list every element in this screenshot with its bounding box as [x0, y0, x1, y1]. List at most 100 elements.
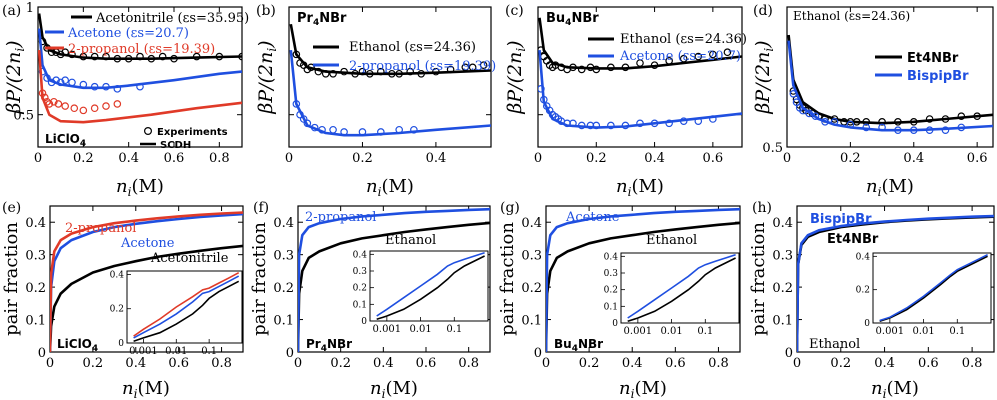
experiment-point: [79, 52, 88, 61]
inset-e: 0.001 0.01 0.1 0 0.2 0.4: [110, 270, 243, 357]
curve-label-ethanol-g: Ethanol: [646, 233, 697, 248]
experiment-point: [56, 50, 65, 59]
experiment-point: [925, 126, 934, 135]
legend-label-ethanol-c: Ethanol (εs=24.36): [620, 32, 747, 47]
experiment-point: [136, 52, 144, 61]
panel-tag-g: (g): [500, 200, 520, 216]
curve-label-bispipbr-h: BispipBr: [810, 212, 872, 227]
x-title-unit: (M): [137, 378, 169, 399]
experiment-point: [310, 123, 319, 132]
y-axis-title-e: pair fraction: [1, 222, 22, 336]
x-tick-label: 0.2: [579, 356, 600, 371]
x-title-sub: i: [382, 387, 386, 400]
x-axis-title-7: ni(M): [871, 378, 919, 400]
inset-frame: [369, 250, 489, 322]
x-title-n: n: [619, 378, 631, 399]
solvent-note-h: Ethanol: [809, 337, 860, 352]
curve-label-acetone-e: Acetone: [120, 236, 175, 251]
x-tick-label: 0.6: [918, 356, 939, 371]
experiment-point: [377, 128, 385, 136]
inset-curve-0: [879, 255, 988, 323]
experiment-point: [894, 118, 902, 126]
inset-curve-0: [627, 257, 736, 323]
experiment-point: [925, 115, 934, 123]
experiment-point: [650, 61, 659, 69]
curve-label-et4nbr-h: Et4NBr: [827, 232, 879, 247]
x-title-sub: i: [628, 185, 632, 199]
experiment-point: [61, 48, 69, 57]
x-tick-label: 0.6: [703, 151, 724, 166]
y-tick-label: 0: [286, 346, 294, 361]
experiment-point: [215, 52, 224, 61]
panel-a: (a) 0 0.2 0.4 0.6 0.8 0.5 1 Acetonitrile (εs=3…: [2, 1, 249, 166]
experiment-point: [395, 69, 403, 78]
experiment-point: [830, 118, 839, 126]
experiment-point: [479, 61, 488, 69]
experiment-point: [61, 102, 69, 110]
inset-x-tick-label: 0.001: [624, 326, 653, 337]
experiment-point: [468, 63, 477, 72]
experiment-point: [318, 125, 326, 134]
theory-curve-f-1: [298, 207, 490, 352]
x-axis-title-3: ni(M): [866, 176, 914, 199]
experiment-point: [40, 93, 49, 102]
x-tick-label: 0: [285, 151, 293, 166]
curve-label-2-propanol-f: 2-propanol: [305, 210, 376, 225]
experiment-point: [292, 50, 301, 59]
x-tick-label: 0.2: [83, 356, 104, 371]
y-title-sub: i: [13, 48, 27, 52]
x-tick-label: 0: [783, 151, 791, 166]
experiment-point: [878, 118, 886, 126]
inset-curve-0: [133, 280, 240, 343]
x-tick-label: 0.4: [118, 151, 139, 166]
inset-y-tick-label: 0: [361, 317, 367, 327]
experiment-point: [538, 85, 545, 93]
curve-label-2-propanol-e: 2-propanol: [65, 221, 136, 236]
panel-tag-a: (a): [2, 3, 21, 19]
inset-y-tick-label: 0.1: [604, 302, 618, 312]
experiment-point: [56, 78, 65, 87]
y-tick-label: 0.2: [25, 281, 46, 296]
x-title-unit: (M): [886, 378, 918, 399]
y-title-sub: i: [762, 48, 776, 52]
x-tick-label: 0.4: [426, 151, 447, 166]
x-tick-label: 0.2: [830, 356, 851, 371]
y-tick-label: 0.3: [772, 249, 793, 264]
salt-label-a: LiClO4: [45, 132, 86, 149]
experiment-point: [299, 61, 308, 69]
salt-label-f: Pr4NBr: [306, 337, 352, 354]
y-title-sub: i: [265, 48, 279, 52]
ticks-a: 0 0.2 0.4 0.6 0.8 0.5 1: [13, 1, 242, 166]
y-axis-title-h: pair fraction: [748, 222, 769, 336]
y-tick-label: 0.4: [521, 216, 542, 231]
experiment-point: [54, 100, 63, 108]
experiment-point: [621, 63, 630, 72]
experiment-point: [941, 115, 950, 123]
x-title-n: n: [366, 176, 378, 197]
panel-tag-b: (b): [256, 3, 276, 19]
experiment-point: [862, 123, 871, 132]
legend-label-acetonitrile: Acetonitrile (εs=35.95): [95, 11, 249, 26]
inset-y-tick-label: 0.4: [353, 250, 368, 260]
x-title-sub: i: [378, 185, 382, 199]
experiment-point: [957, 123, 966, 132]
x-tick-label: 0: [34, 151, 42, 166]
experiment-point: [417, 69, 426, 78]
x-title-n: n: [616, 176, 628, 197]
x-title-n: n: [122, 378, 134, 399]
y-tick-label: 0.4: [25, 216, 46, 231]
inset-y-tick-label: 0.2: [110, 305, 124, 315]
salt-label-e: LiClO4: [57, 337, 98, 354]
axes-frame-b: [288, 6, 492, 148]
plot-area-b: [289, 23, 491, 137]
experiment-point: [102, 52, 110, 61]
experiment-point: [830, 115, 839, 123]
inset-y-tick-label: 0.3: [604, 269, 619, 279]
panel-h: (h) 0 0.2 0.4 0.6 0.800.10.20.30.4 BispipBr …: [752, 200, 995, 371]
experiment-point: [679, 54, 688, 63]
experiment-point: [577, 121, 586, 130]
legend-label-scdh: SCDH: [160, 140, 191, 151]
x-axis-title-5: ni(M): [370, 378, 418, 400]
y-tick-label: 0.2: [273, 281, 294, 296]
experiment-point: [852, 118, 861, 126]
